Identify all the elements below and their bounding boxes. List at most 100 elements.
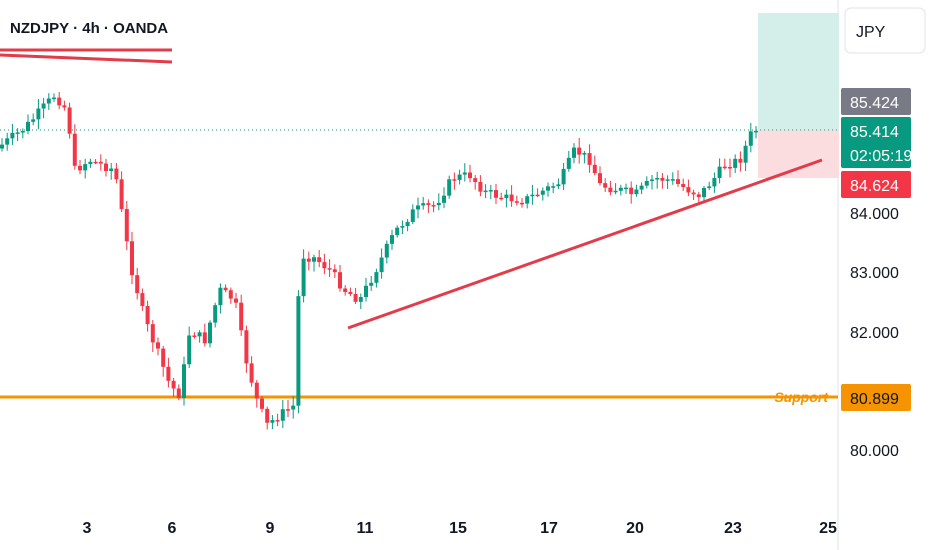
candle-body <box>364 285 368 298</box>
x-tick-label: 25 <box>819 520 837 537</box>
candle-body <box>629 187 634 195</box>
current-price-label: 85.414 <box>850 124 899 141</box>
support-price-label: 80.899 <box>850 391 899 408</box>
candle-body <box>41 103 46 109</box>
candle-body <box>213 305 218 323</box>
candle-body <box>327 268 332 270</box>
currency-button-label[interactable]: JPY <box>856 24 886 41</box>
target-zone <box>758 13 839 130</box>
candle-body <box>400 226 405 228</box>
candle-body <box>613 190 618 193</box>
candle-body <box>634 189 639 195</box>
candle-body <box>296 296 301 406</box>
candle-body <box>572 147 576 158</box>
entry-price-badge <box>841 171 911 198</box>
candle-body <box>514 201 519 203</box>
candle-body <box>379 257 384 273</box>
candle-body <box>98 161 103 164</box>
support-label: Support <box>774 389 829 405</box>
candle-body <box>104 163 108 172</box>
candle-body <box>717 166 722 178</box>
candle-body <box>566 157 571 169</box>
candle-body <box>676 179 680 184</box>
candle-body <box>535 194 540 197</box>
candle-body <box>338 272 342 289</box>
candle-body <box>192 335 197 338</box>
candle-body <box>416 205 420 210</box>
candle-body <box>504 194 509 199</box>
candle-body <box>369 282 374 286</box>
candle-body <box>494 190 498 198</box>
candle-body <box>249 363 254 383</box>
candle-body <box>15 132 20 134</box>
candle-body <box>197 332 202 337</box>
candle-body <box>150 324 155 343</box>
candle-body <box>660 177 665 181</box>
candle-body <box>582 153 587 155</box>
candle-body <box>78 165 82 171</box>
candle-body <box>696 194 701 198</box>
candle-body <box>26 121 30 132</box>
candle-body <box>0 144 4 149</box>
candle-body <box>171 380 176 389</box>
candle-body <box>88 161 93 165</box>
candle-body <box>317 257 322 263</box>
x-tick-label: 17 <box>540 520 558 537</box>
candle-body <box>712 177 717 187</box>
candle-body <box>478 181 483 192</box>
x-tick-label: 9 <box>266 520 275 537</box>
candle-body <box>421 203 426 206</box>
candle-body <box>286 409 290 411</box>
candle-body <box>551 186 556 188</box>
candle-body <box>546 186 550 191</box>
candle-body <box>650 179 654 182</box>
candle-body <box>93 161 98 164</box>
stop-price-label: 85.424 <box>850 95 899 112</box>
candle-body <box>358 297 363 302</box>
candle-body <box>145 305 150 325</box>
candle-body <box>592 164 597 174</box>
currency-button-box[interactable] <box>844 7 926 54</box>
candle-body <box>353 294 358 302</box>
candle-body <box>748 131 753 146</box>
candle-body <box>52 97 56 100</box>
candle-body <box>733 158 738 168</box>
candle-body <box>702 187 706 198</box>
candle-body <box>348 292 353 295</box>
candle-body <box>234 298 238 303</box>
candle-body <box>202 332 207 344</box>
candle-body <box>410 209 415 222</box>
candle-body <box>218 287 223 306</box>
candle-body <box>208 322 212 344</box>
candle-body <box>275 420 280 422</box>
candle-body <box>182 364 186 398</box>
candle-body <box>577 147 582 155</box>
candle-body <box>312 257 316 262</box>
candle-body <box>83 164 88 171</box>
candle-body <box>681 183 686 188</box>
candle-body <box>114 168 119 180</box>
candle-body <box>743 145 748 163</box>
candle-body <box>525 196 530 204</box>
candle-body <box>452 179 457 181</box>
candle-body <box>473 178 478 182</box>
current-price-badge <box>841 117 911 168</box>
candle-body <box>332 269 337 273</box>
candle-body <box>436 202 441 206</box>
candle-body <box>639 185 644 190</box>
candle-body <box>228 290 233 299</box>
candle-body <box>608 187 613 193</box>
candle-body <box>57 97 62 106</box>
candle-body <box>374 272 379 283</box>
candle-body <box>36 108 41 120</box>
candle-body <box>291 405 296 410</box>
candle-body <box>670 179 675 181</box>
candle-body <box>390 235 394 244</box>
candle-body <box>176 388 181 398</box>
candle-body <box>119 179 124 210</box>
candle-body <box>301 258 306 297</box>
candle-body <box>431 205 436 207</box>
candle-body <box>223 287 228 291</box>
countdown-label: 02:05:19 <box>850 148 912 165</box>
